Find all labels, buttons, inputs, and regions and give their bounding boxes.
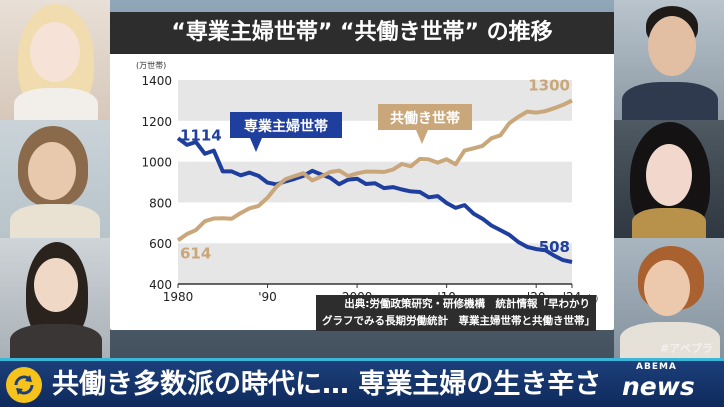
grid-band — [178, 243, 572, 284]
y-tick-label: 1000 — [141, 156, 172, 170]
panelist-body — [14, 88, 98, 120]
y-axis-unit: (万世帯) — [136, 60, 166, 70]
show-watermark: #アベプラ — [660, 342, 713, 355]
series-line-dual-income — [176, 98, 573, 242]
ticker-headline: 共働き多数派の時代に… 専業主婦の生き辛さ — [52, 369, 602, 400]
chart-title: “専業主婦世帯” “共働き世帯” の推移 — [110, 12, 614, 54]
panelist-face — [28, 142, 76, 200]
abema-news-logo: news — [622, 372, 695, 401]
y-tick-label: 800 — [149, 196, 172, 210]
panelist-face — [644, 260, 690, 316]
callout-box-dual-income — [378, 104, 472, 130]
line-chart: 400600800100012001400(万世帯)1980'902000'10… — [136, 60, 598, 304]
start-value-housewife: 1114 — [180, 126, 222, 144]
refresh-arrows-icon — [6, 367, 42, 403]
y-tick-label: 1400 — [141, 74, 172, 88]
series-label-dual-income: 共働き世帯 — [390, 110, 460, 127]
panelist-video-3 — [0, 238, 110, 358]
end-value-dual-income: 1300 — [528, 76, 570, 94]
panelist-face — [648, 16, 696, 76]
panelist-video-1 — [0, 0, 110, 120]
series-line-housewife — [176, 136, 573, 264]
panelist-body — [620, 322, 720, 358]
end-value-housewife: 508 — [539, 238, 570, 256]
panelist-video-5 — [614, 120, 724, 238]
callout-box-housewife — [230, 112, 342, 138]
panelist-face — [30, 22, 80, 82]
callout-pointer-dual-income — [416, 130, 428, 144]
abema-logo-small: ABEMA — [636, 362, 677, 372]
y-tick-label: 400 — [149, 278, 172, 292]
y-tick-label: 1200 — [141, 115, 172, 129]
callout-pointer-housewife — [250, 138, 262, 152]
source-note: 出典:労働政策研究・研修機構 統計情報「早わかり グラフでみる長期労働統計 専業… — [316, 295, 596, 331]
start-value-dual-income: 614 — [180, 244, 211, 262]
x-tick-label: 1980 — [163, 290, 194, 304]
panelist-video-4 — [614, 0, 724, 120]
series-label-housewife: 専業主婦世帯 — [244, 118, 328, 135]
news-ticker: 共働き多数派の時代に… 専業主婦の生き辛さ — [0, 358, 724, 407]
panelist-body — [10, 324, 102, 358]
x-tick-label: '90 — [258, 290, 277, 304]
chart-card: 400600800100012001400(万世帯)1980'902000'10… — [110, 12, 614, 330]
source-line-2: グラフでみる長期労働統計 専業主婦世帯と共働き世帯」 — [322, 315, 595, 327]
source-line-1: 出典:労働政策研究・研修機構 統計情報「早わかり — [344, 298, 590, 310]
panelist-video-2 — [0, 120, 110, 238]
panelist-body — [10, 204, 100, 238]
y-tick-label: 600 — [149, 237, 172, 251]
panelist-face — [34, 258, 78, 312]
panelist-video-6 — [614, 238, 724, 358]
panelist-body — [632, 208, 706, 238]
panelist-body — [622, 82, 718, 120]
panelist-face — [646, 144, 692, 206]
